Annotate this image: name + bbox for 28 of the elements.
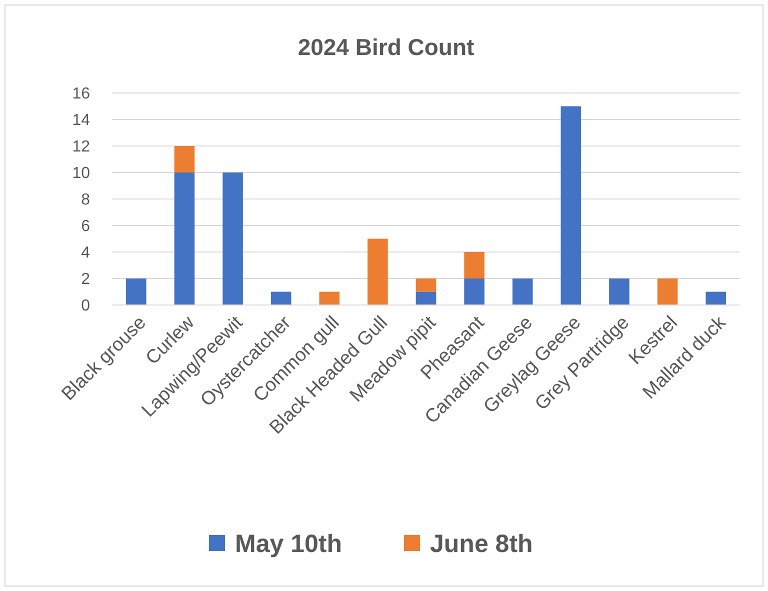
bar	[319, 292, 340, 305]
bar	[416, 278, 436, 292]
bar	[512, 278, 533, 305]
bar	[222, 172, 243, 305]
y-tick-label: 8	[81, 192, 90, 209]
bar	[174, 172, 195, 305]
legend-label: May 10th	[235, 530, 342, 558]
bar	[416, 292, 436, 305]
bar	[560, 106, 582, 305]
y-tick-label: 16	[72, 86, 90, 103]
bar	[270, 292, 292, 305]
bar	[657, 278, 678, 305]
bar	[174, 146, 195, 172]
bar	[464, 252, 484, 278]
y-tick-label: 10	[72, 165, 90, 182]
bar	[706, 292, 726, 305]
bar	[126, 278, 146, 305]
bar	[368, 238, 388, 305]
y-tick-label: 12	[72, 138, 90, 156]
y-tick-label: 2	[81, 271, 90, 288]
chart-title: 2024 Bird Count	[298, 34, 475, 60]
y-tick-label: 14	[72, 112, 90, 130]
bar	[464, 278, 484, 305]
y-tick-label: 6	[81, 218, 90, 236]
y-tick-label: 4	[81, 244, 90, 262]
bar	[609, 278, 630, 305]
legend-label: June 8th	[430, 530, 533, 558]
y-tick-label: 0	[81, 298, 90, 315]
